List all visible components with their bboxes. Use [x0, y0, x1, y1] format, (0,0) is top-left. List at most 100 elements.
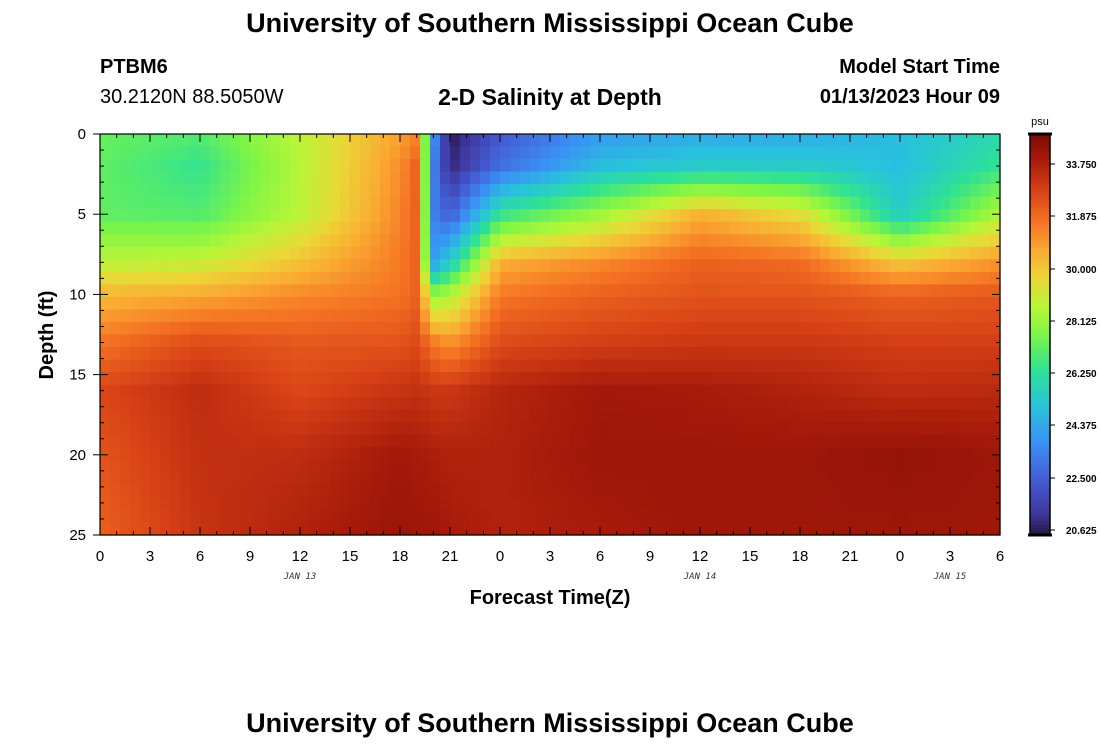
heatmap-cell: [660, 522, 671, 536]
heatmap-cell: [500, 146, 511, 160]
heatmap-cell: [550, 422, 561, 436]
heatmap-cell: [700, 209, 711, 223]
heatmap-cell: [860, 146, 871, 160]
heatmap-cell: [470, 372, 481, 386]
heatmap-cell: [550, 171, 561, 185]
heatmap-cell: [830, 359, 841, 373]
heatmap-cell: [740, 509, 751, 524]
heatmap-cell: [900, 296, 911, 311]
heatmap-cell: [290, 472, 301, 486]
heatmap-cell: [190, 309, 201, 323]
heatmap-cell: [290, 447, 301, 461]
heatmap-cell: [380, 372, 391, 386]
heatmap-cell: [340, 497, 351, 511]
heatmap-cell: [170, 284, 181, 298]
heatmap-cell: [940, 409, 951, 423]
heatmap-cell: [620, 334, 631, 348]
colorbar-segment: [1030, 361, 1050, 366]
heatmap-cell: [540, 347, 551, 361]
heatmap-cell: [770, 221, 781, 235]
heatmap-cell: [740, 497, 751, 511]
heatmap-cell: [540, 209, 551, 223]
heatmap-cell: [600, 484, 611, 499]
heatmap-cell: [870, 359, 881, 373]
heatmap-cell: [220, 422, 231, 436]
heatmap-cell: [660, 459, 671, 473]
heatmap-cell: [260, 171, 271, 185]
heatmap-cell: [730, 459, 741, 473]
heatmap-cell: [860, 221, 871, 235]
heatmap-cell: [940, 271, 951, 285]
heatmap-cell: [420, 171, 431, 185]
heatmap-cell: [990, 347, 1001, 361]
heatmap-cell: [130, 397, 141, 411]
heatmap-cell: [920, 209, 931, 223]
heatmap-cell: [310, 522, 321, 536]
heatmap-cell: [510, 334, 521, 348]
heatmap-cell: [160, 209, 171, 223]
heatmap-cell: [680, 234, 691, 248]
heatmap-cell: [570, 246, 581, 260]
heatmap-cell: [400, 384, 411, 398]
heatmap-cell: [760, 397, 771, 411]
y-tick-label: 10: [69, 286, 86, 303]
heatmap-cell: [450, 334, 461, 348]
heatmap-cell: [410, 434, 421, 448]
heatmap-cell: [790, 184, 801, 198]
heatmap-cell: [460, 447, 471, 461]
heatmap-cell: [560, 146, 571, 160]
heatmap-cell: [920, 234, 931, 248]
heatmap-cell: [170, 309, 181, 323]
heatmap-cell: [780, 472, 791, 486]
heatmap-cell: [600, 447, 611, 461]
heatmap-cell: [540, 221, 551, 235]
heatmap-cell: [270, 422, 281, 436]
heatmap-cell: [470, 459, 481, 473]
heatmap-cell: [430, 259, 441, 273]
heatmap-cell: [360, 434, 371, 448]
heatmap-cell: [370, 209, 381, 223]
heatmap-cell: [330, 234, 341, 248]
heatmap-cell: [490, 284, 501, 298]
heatmap-cell: [860, 296, 871, 311]
heatmap-cell: [480, 497, 491, 511]
heatmap-cell: [650, 234, 661, 248]
heatmap-cell: [370, 284, 381, 298]
heatmap-cell: [100, 409, 111, 423]
heatmap-cell: [280, 309, 291, 323]
colorbar-segment: [1030, 287, 1050, 292]
heatmap-cell: [640, 459, 651, 473]
heatmap-cell: [150, 171, 161, 185]
heatmap-cell: [640, 422, 651, 436]
heatmap-cell: [990, 447, 1001, 461]
heatmap-cell: [850, 497, 861, 511]
heatmap-cell: [370, 422, 381, 436]
heatmap-cell: [500, 372, 511, 386]
heatmap-cell: [750, 309, 761, 323]
heatmap-cell: [650, 296, 661, 311]
heatmap-cell: [240, 221, 251, 235]
heatmap-cell: [390, 434, 401, 448]
heatmap-cell: [600, 296, 611, 311]
heatmap-cell: [390, 321, 401, 336]
heatmap-cell: [910, 246, 921, 260]
heatmap-cell: [280, 221, 291, 235]
heatmap-cell: [870, 384, 881, 398]
heatmap-cell: [810, 334, 821, 348]
heatmap-cell: [910, 196, 921, 210]
heatmap-cell: [760, 484, 771, 499]
heatmap-cell: [630, 196, 641, 210]
heatmap-cell: [380, 196, 391, 210]
heatmap-cell: [570, 397, 581, 411]
heatmap-cell: [450, 209, 461, 223]
heatmap-cell: [640, 234, 651, 248]
heatmap-cell: [850, 271, 861, 285]
heatmap-cell: [140, 447, 151, 461]
heatmap-cell: [170, 447, 181, 461]
heatmap-cell: [470, 447, 481, 461]
heatmap-cell: [960, 459, 971, 473]
heatmap-cell: [370, 334, 381, 348]
heatmap-cell: [740, 309, 751, 323]
heatmap-cell: [890, 484, 901, 499]
heatmap-cell: [130, 372, 141, 386]
